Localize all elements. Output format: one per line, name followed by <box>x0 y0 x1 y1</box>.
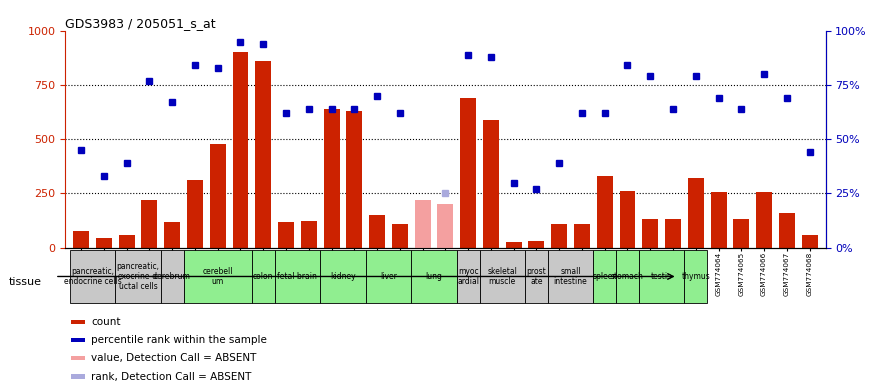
Text: fetal brain: fetal brain <box>277 272 317 281</box>
Bar <box>483 120 499 248</box>
Bar <box>252 250 275 303</box>
Bar <box>73 232 90 248</box>
Bar <box>620 191 635 248</box>
Text: value, Detection Call = ABSENT: value, Detection Call = ABSENT <box>91 353 256 363</box>
Bar <box>320 250 366 303</box>
Bar <box>639 250 685 303</box>
Text: pancreatic,
exocrine-d
uctal cells: pancreatic, exocrine-d uctal cells <box>116 262 160 291</box>
Text: thymus: thymus <box>681 272 710 281</box>
Text: colon: colon <box>253 272 274 281</box>
Bar <box>71 319 85 324</box>
Bar <box>551 224 567 248</box>
Text: count: count <box>91 317 121 327</box>
Bar <box>301 220 316 248</box>
Bar <box>642 220 658 248</box>
Text: kidney: kidney <box>330 272 355 281</box>
Bar <box>461 98 476 248</box>
Bar <box>597 176 613 248</box>
Bar <box>71 338 85 342</box>
Bar <box>547 250 594 303</box>
Text: cerebell
um: cerebell um <box>202 267 233 286</box>
Bar <box>366 250 411 303</box>
Bar <box>506 242 521 248</box>
Bar <box>801 235 818 248</box>
Bar <box>71 374 85 379</box>
Bar <box>411 250 457 303</box>
Text: spleen: spleen <box>592 272 617 281</box>
Text: liver: liver <box>380 272 397 281</box>
Text: small
intestine: small intestine <box>554 267 587 286</box>
Text: percentile rank within the sample: percentile rank within the sample <box>91 335 267 345</box>
Bar <box>71 356 85 361</box>
Bar <box>525 250 547 303</box>
Bar <box>688 178 704 248</box>
Bar <box>756 192 772 248</box>
Bar <box>275 250 320 303</box>
Bar <box>528 241 544 248</box>
Text: GDS3983 / 205051_s_at: GDS3983 / 205051_s_at <box>65 17 216 30</box>
Bar <box>616 250 639 303</box>
Bar <box>116 250 161 303</box>
Bar <box>278 222 294 248</box>
Bar <box>183 250 252 303</box>
Bar <box>457 250 480 303</box>
Bar <box>437 204 454 248</box>
Bar <box>142 200 157 248</box>
Bar <box>574 224 590 248</box>
Text: rank, Detection Call = ABSENT: rank, Detection Call = ABSENT <box>91 371 251 382</box>
Text: prost
ate: prost ate <box>527 267 547 286</box>
Bar <box>369 215 385 248</box>
Bar <box>415 200 430 248</box>
Bar <box>685 250 707 303</box>
Bar <box>255 61 271 248</box>
Bar <box>392 224 408 248</box>
Bar <box>187 180 202 248</box>
Bar <box>323 109 340 248</box>
Text: cerebrum: cerebrum <box>154 272 190 281</box>
Bar <box>96 238 112 248</box>
Text: lung: lung <box>426 272 442 281</box>
Bar <box>480 250 525 303</box>
Bar <box>733 220 749 248</box>
Text: stomach: stomach <box>611 272 644 281</box>
Bar <box>233 53 249 248</box>
Bar <box>161 250 183 303</box>
Text: testis: testis <box>651 272 673 281</box>
Bar <box>711 192 726 248</box>
Bar <box>594 250 616 303</box>
Bar <box>665 220 681 248</box>
Bar <box>347 111 362 248</box>
Bar <box>119 235 135 248</box>
Text: skeletal
muscle: skeletal muscle <box>488 267 517 286</box>
Bar <box>779 213 795 248</box>
Bar <box>70 250 116 303</box>
Text: tissue: tissue <box>9 277 42 287</box>
Text: pancreatic,
endocrine cells: pancreatic, endocrine cells <box>63 267 122 286</box>
Bar <box>164 222 180 248</box>
Bar <box>209 144 226 248</box>
Text: myoc
ardial: myoc ardial <box>457 267 479 286</box>
